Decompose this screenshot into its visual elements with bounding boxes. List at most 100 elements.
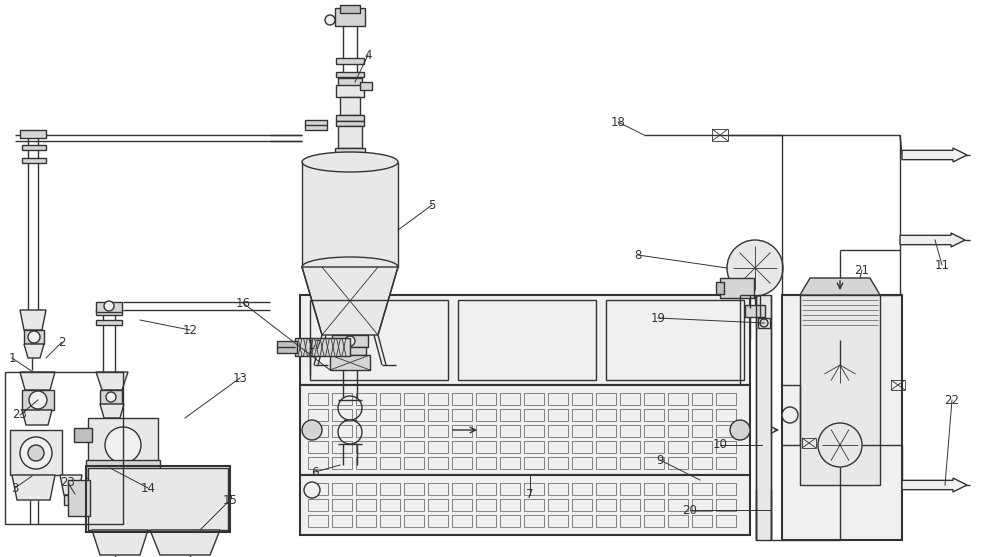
Bar [452, 457, 472, 469]
Bar [524, 515, 544, 527]
Bar [452, 483, 472, 495]
Bar [380, 409, 400, 421]
Bar [305, 120, 327, 130]
Bar [356, 515, 376, 527]
Circle shape [342, 87, 358, 103]
Bar [334, 347, 366, 355]
Bar [524, 393, 544, 405]
Circle shape [29, 391, 47, 409]
Bar [692, 515, 712, 527]
Bar [404, 441, 424, 453]
Bar [644, 393, 664, 405]
Bar [404, 425, 424, 437]
Bar [452, 393, 472, 405]
Bar [404, 499, 424, 511]
Bar [572, 499, 592, 511]
Bar [74, 428, 92, 442]
Text: 9: 9 [656, 453, 664, 467]
Bar [308, 515, 328, 527]
Bar [452, 409, 472, 421]
Circle shape [730, 420, 750, 440]
Bar [745, 305, 765, 317]
Bar [5, 372, 123, 524]
Text: 17: 17 [308, 339, 323, 351]
Bar [524, 483, 544, 495]
Bar [524, 425, 544, 437]
Bar [596, 515, 616, 527]
Text: 10: 10 [713, 438, 727, 452]
Bar [330, 355, 370, 370]
Bar [712, 129, 728, 141]
Bar [308, 409, 328, 421]
Polygon shape [800, 278, 880, 295]
Bar [596, 425, 616, 437]
Bar [86, 460, 160, 478]
Bar [572, 409, 592, 421]
Bar [524, 457, 544, 469]
Text: 13: 13 [233, 372, 247, 384]
Polygon shape [302, 267, 398, 335]
Bar [596, 441, 616, 453]
Bar [380, 483, 400, 495]
Bar [758, 318, 770, 328]
Bar [476, 483, 496, 495]
Bar [338, 126, 362, 148]
Bar [476, 515, 496, 527]
Bar [428, 441, 448, 453]
Bar [476, 457, 496, 469]
Bar [452, 515, 472, 527]
Bar [596, 457, 616, 469]
Bar [96, 302, 122, 312]
Bar [277, 341, 297, 353]
Bar [606, 300, 744, 380]
Bar [476, 409, 496, 421]
Bar [524, 409, 544, 421]
Bar [356, 499, 376, 511]
Bar [428, 393, 448, 405]
Bar [380, 393, 400, 405]
Bar [644, 515, 664, 527]
Bar [22, 145, 46, 150]
Bar [548, 409, 568, 421]
Bar [68, 480, 90, 516]
Bar [336, 72, 364, 77]
Polygon shape [92, 530, 148, 555]
Bar [308, 483, 328, 495]
Bar [644, 441, 664, 453]
Bar [500, 457, 520, 469]
Bar [96, 320, 122, 325]
Bar [428, 515, 448, 527]
Bar [668, 425, 688, 437]
Bar [756, 295, 771, 540]
Text: 3: 3 [11, 481, 19, 495]
Bar [332, 409, 352, 421]
Polygon shape [22, 410, 52, 425]
Bar [332, 457, 352, 469]
Bar [310, 300, 448, 380]
Bar [22, 158, 46, 163]
Polygon shape [900, 233, 965, 247]
Bar [548, 393, 568, 405]
Bar [380, 457, 400, 469]
Bar [500, 499, 520, 511]
Polygon shape [20, 372, 55, 390]
Bar [332, 499, 352, 511]
Bar [716, 393, 736, 405]
Text: 4: 4 [364, 48, 372, 61]
Bar [336, 85, 364, 97]
Bar [476, 499, 496, 511]
Bar [716, 282, 724, 294]
Bar [300, 295, 750, 385]
Bar [596, 499, 616, 511]
Bar [428, 457, 448, 469]
Bar [22, 390, 54, 410]
Polygon shape [24, 344, 44, 358]
Bar [64, 495, 80, 505]
Bar [86, 466, 230, 532]
Bar [332, 335, 368, 347]
Bar [24, 330, 44, 344]
Bar [620, 441, 640, 453]
Text: 11: 11 [934, 258, 949, 271]
Bar [644, 409, 664, 421]
Bar [692, 499, 712, 511]
